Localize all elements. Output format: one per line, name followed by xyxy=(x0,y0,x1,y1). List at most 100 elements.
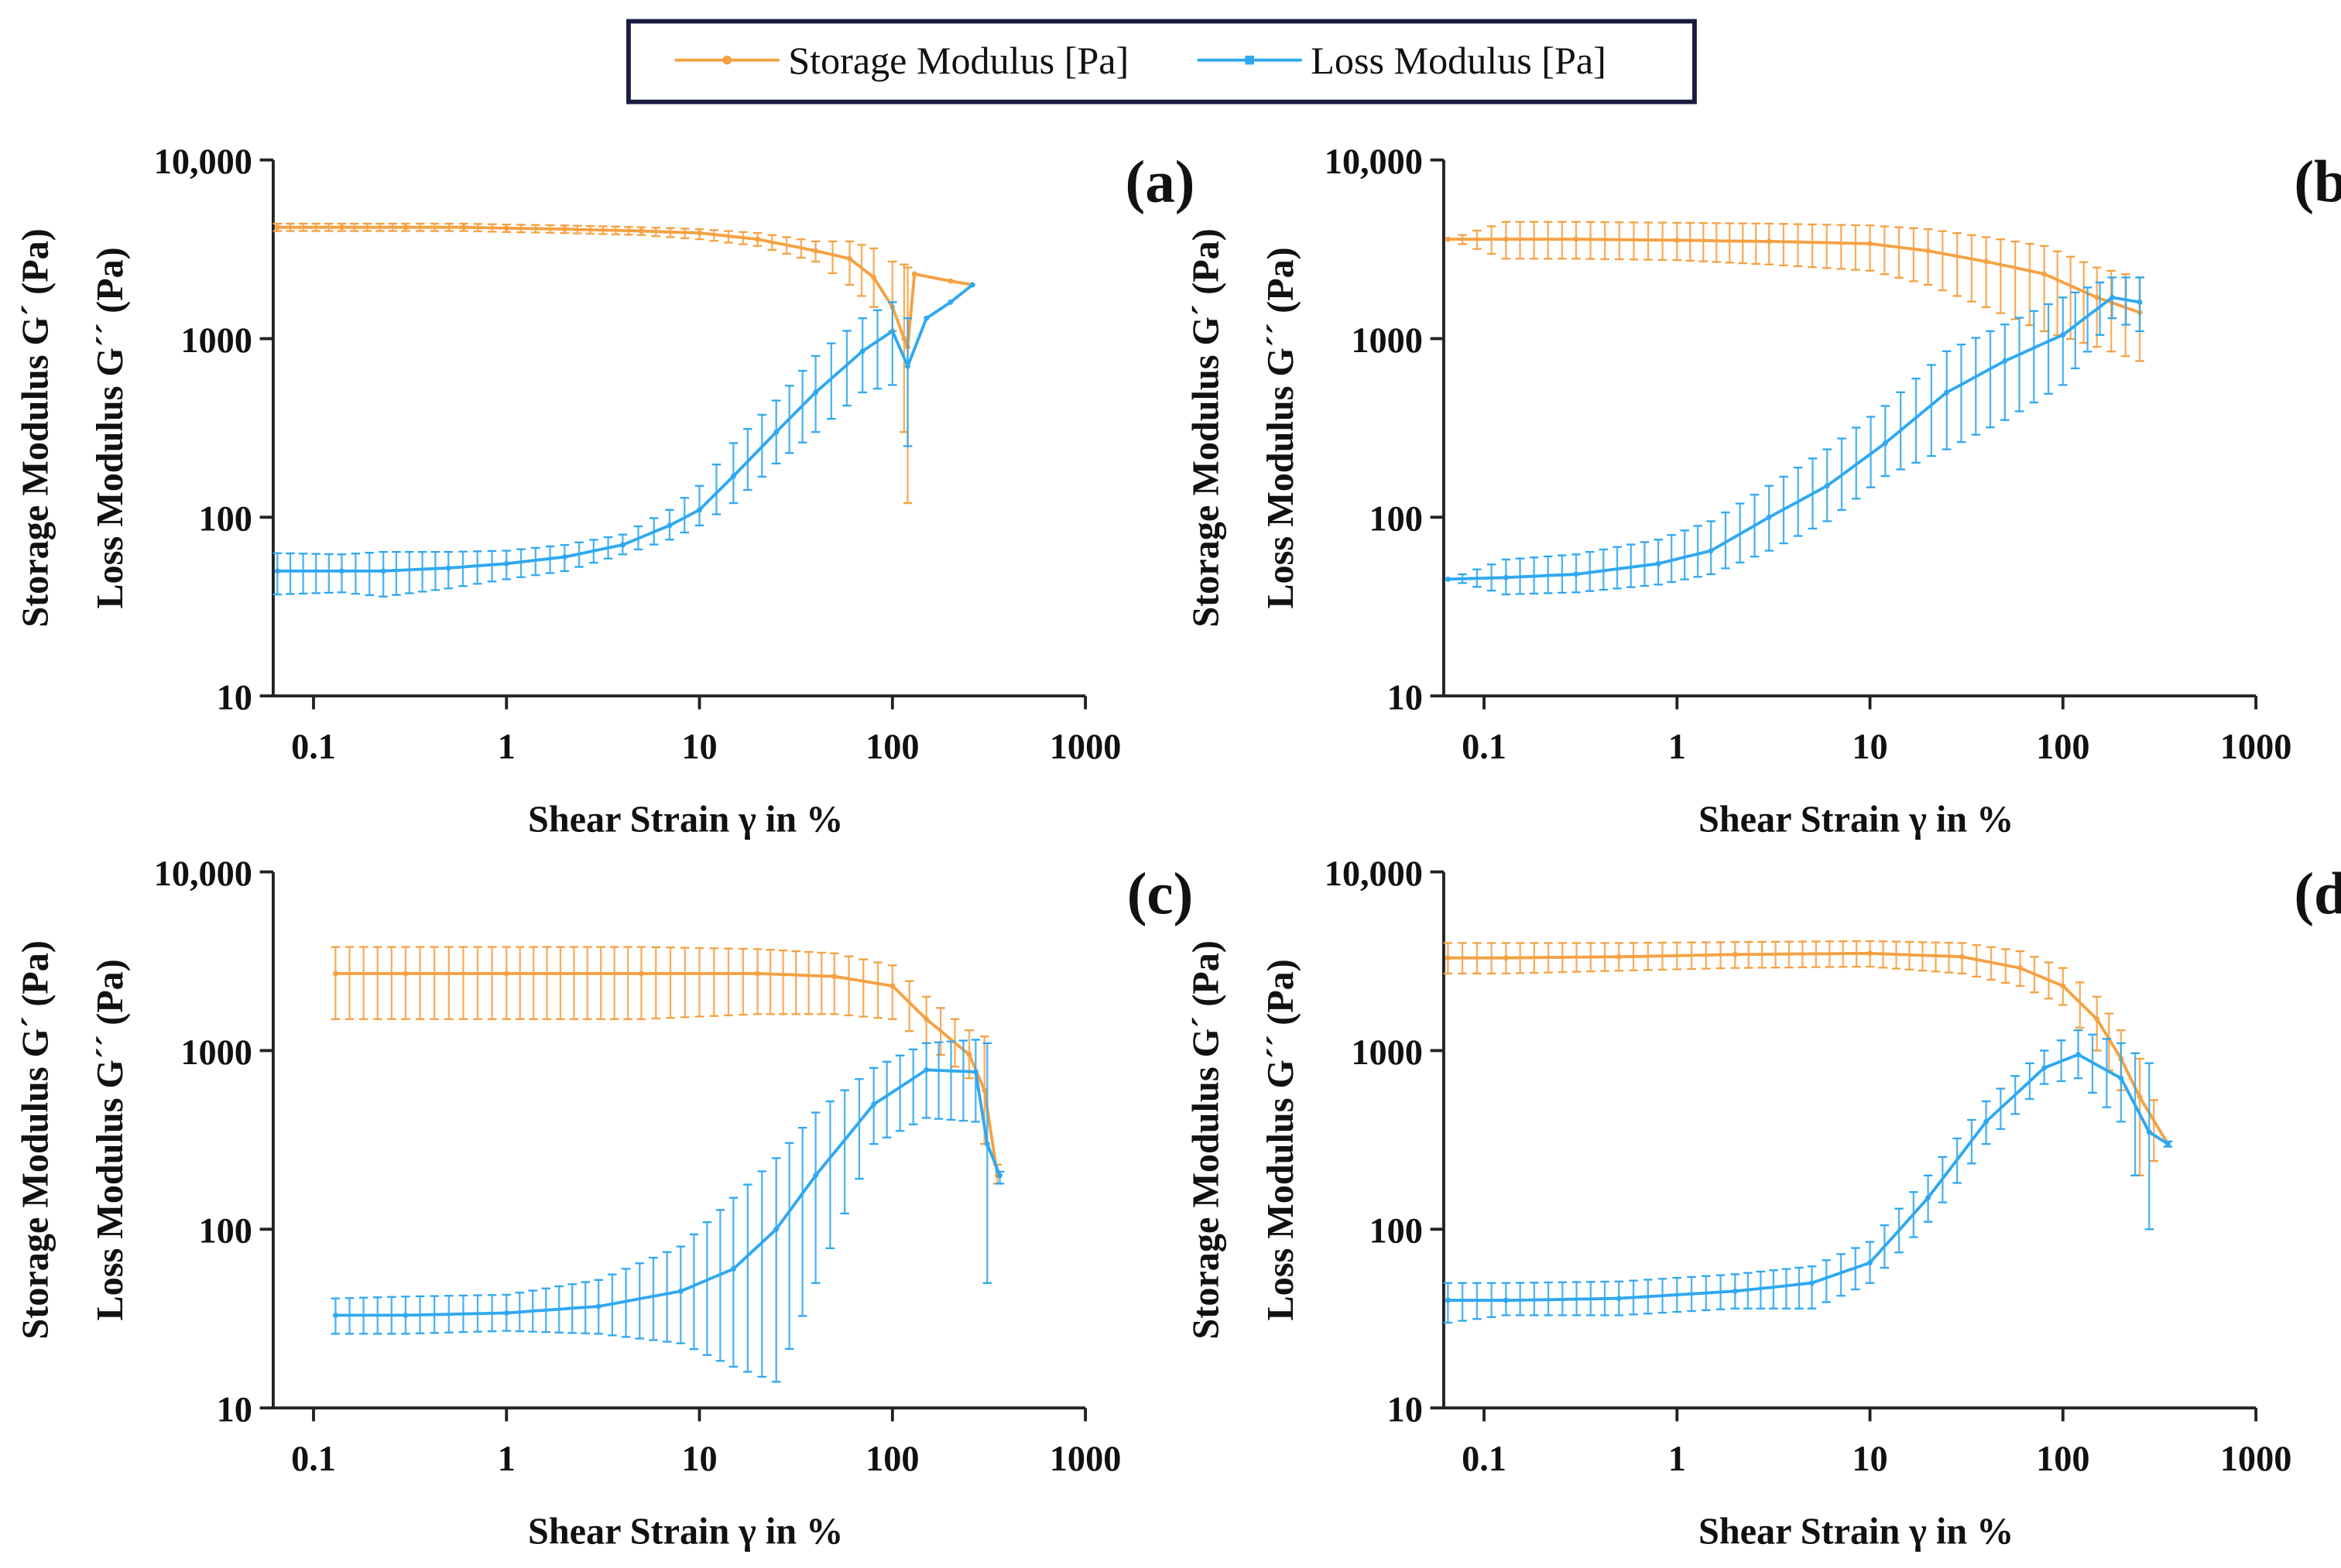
series-line-storage xyxy=(1448,238,2140,314)
data-point xyxy=(773,1226,780,1232)
data-point xyxy=(730,473,736,479)
panel-label: (d) xyxy=(2294,861,2341,927)
x-tick-label: 100 xyxy=(2036,1440,2089,1479)
data-point xyxy=(1445,576,1451,582)
data-point xyxy=(2146,1129,2152,1135)
x-tick-label: 0.1 xyxy=(1462,728,1506,767)
data-point xyxy=(831,974,838,980)
data-point xyxy=(1867,241,1873,247)
data-point xyxy=(1674,238,1680,243)
data-point xyxy=(2109,294,2115,300)
series-loss xyxy=(1445,276,2144,596)
x-tick-label: 10 xyxy=(681,1440,717,1479)
legend-loss-marker xyxy=(1245,55,1254,65)
data-point xyxy=(403,971,409,977)
data-point xyxy=(813,389,819,395)
series-storage xyxy=(1445,221,2144,362)
legend: Storage Modulus [Pa] Loss Modulus [Pa] xyxy=(626,19,1697,104)
data-point xyxy=(332,1312,338,1318)
data-point xyxy=(697,507,703,513)
data-point xyxy=(2094,1016,2100,1022)
data-point xyxy=(1616,1296,1622,1302)
data-point xyxy=(677,1288,684,1294)
panel-a: 0.1 1 10 100 1000 10 100 1000 10,000 Shear Strain… xyxy=(15,142,1195,840)
data-point xyxy=(338,224,344,231)
y-tick-label: 10 xyxy=(1387,679,1423,718)
data-point xyxy=(503,1310,509,1316)
y-axis-title-storage: Storage Modulus G´ (Pa) xyxy=(15,940,57,1339)
data-point xyxy=(905,363,911,369)
y-tick-label: 10,000 xyxy=(154,142,252,182)
data-point xyxy=(619,542,626,548)
x-tick-label: 100 xyxy=(865,728,919,767)
panel-label: (c) xyxy=(1127,861,1194,927)
y-axis-title-loss: Loss Modulus G´´ (Pa) xyxy=(1260,247,1301,608)
x-axis-title: Shear Strain γ in % xyxy=(1698,799,2014,840)
data-point xyxy=(2137,299,2143,305)
y-axis-title-storage: Storage Modulus G´ (Pa) xyxy=(1186,940,1227,1339)
data-point xyxy=(1708,548,1714,554)
data-point xyxy=(338,568,344,574)
data-point xyxy=(911,271,917,277)
data-point xyxy=(982,1087,988,1094)
data-point xyxy=(1882,440,1888,447)
data-point xyxy=(948,299,954,305)
series-loss xyxy=(272,282,975,597)
legend-storage-label: Storage Modulus [Pa] xyxy=(788,39,1129,82)
data-point xyxy=(1766,238,1772,245)
y-axis-title-loss: Loss Modulus G´´ (Pa) xyxy=(1260,959,1301,1320)
data-point xyxy=(889,328,896,334)
data-point xyxy=(1867,1260,1873,1265)
x-tick-label: 0.1 xyxy=(291,1440,336,1479)
data-point xyxy=(445,565,451,571)
data-point xyxy=(1503,1297,1509,1303)
data-point xyxy=(755,236,761,242)
panel-label: (b) xyxy=(2294,149,2341,215)
x-tick-label: 1 xyxy=(498,728,516,767)
panel-b: 0.1 1 10 100 1000 10 100 1000 10,000 Shear Strain… xyxy=(1186,142,2341,840)
y-tick-label: 1000 xyxy=(1351,1033,1423,1073)
data-point xyxy=(1445,955,1451,961)
data-point xyxy=(924,315,930,321)
y-tick-label: 100 xyxy=(199,500,252,539)
data-point xyxy=(859,348,865,354)
y-tick-label: 100 xyxy=(199,1212,252,1251)
series-line-storage xyxy=(1448,951,2170,1145)
data-point xyxy=(969,282,975,288)
data-point xyxy=(561,554,567,560)
data-point xyxy=(503,560,509,567)
data-point xyxy=(2041,1065,2048,1071)
data-point xyxy=(403,1312,409,1318)
data-point xyxy=(1925,248,1931,254)
y-tick-label: 100 xyxy=(1369,500,1423,539)
legend-storage-marker xyxy=(722,55,732,65)
data-point xyxy=(2118,1075,2124,1081)
legend-loss-label: Loss Modulus [Pa] xyxy=(1311,39,1606,82)
series-loss xyxy=(331,1039,1005,1383)
data-point xyxy=(2060,983,2066,989)
x-tick-label: 1000 xyxy=(2220,1440,2292,1479)
panel-c: 0.1 1 10 100 1000 10 100 1000 10,000 Shear Strain… xyxy=(15,854,1194,1553)
series-storage xyxy=(1443,940,2173,1176)
x-tick-label: 10 xyxy=(1852,1440,1887,1479)
data-point xyxy=(2002,358,2008,364)
y-axis-title-storage: Storage Modulus G´ (Pa) xyxy=(1186,228,1227,627)
y-tick-label: 1000 xyxy=(180,321,252,361)
y-tick-label: 10 xyxy=(217,1390,252,1429)
data-point xyxy=(847,255,852,262)
data-point xyxy=(380,568,386,574)
data-point xyxy=(503,971,509,977)
series-line-loss xyxy=(335,1068,1002,1317)
y-axis-title-storage: Storage Modulus G´ (Pa) xyxy=(15,228,57,627)
y-tick-label: 10,000 xyxy=(1325,854,1423,894)
data-point xyxy=(1655,560,1661,567)
data-point xyxy=(924,1016,930,1022)
data-point xyxy=(2094,294,2100,300)
x-tick-label: 100 xyxy=(865,1440,919,1479)
data-point xyxy=(1503,574,1509,580)
data-point xyxy=(948,278,954,284)
data-point xyxy=(773,429,780,435)
data-point xyxy=(972,1069,979,1075)
data-point xyxy=(1824,483,1830,489)
panel-d: 0.1 1 10 100 1000 10 100 1000 10,000 Shear Strain… xyxy=(1186,854,2341,1553)
